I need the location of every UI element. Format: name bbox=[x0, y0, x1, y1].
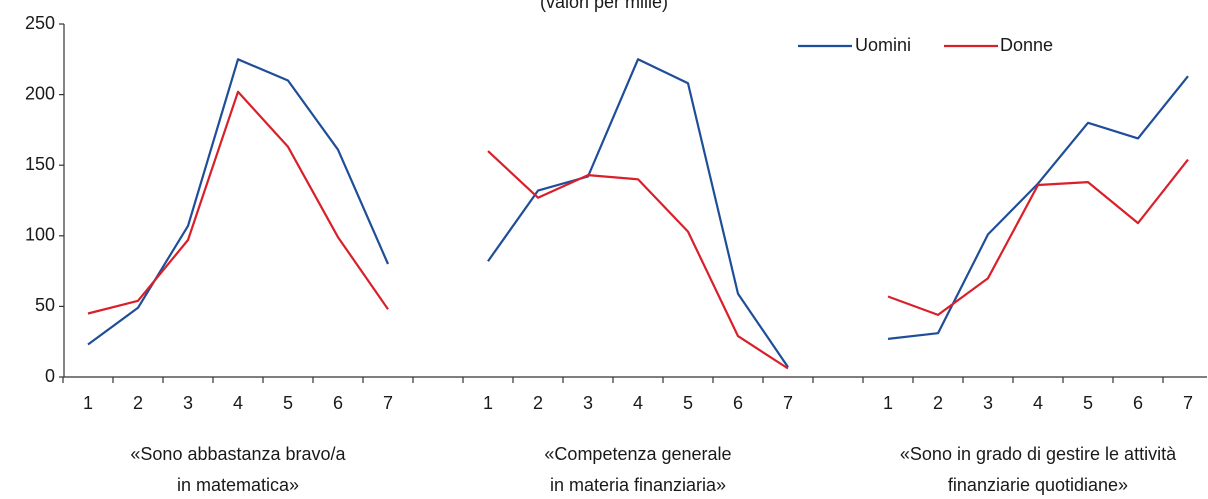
series-line-uomini bbox=[887, 75, 1189, 340]
y-tick-label: 50 bbox=[35, 295, 55, 315]
chart-title: (valori per mille) bbox=[540, 0, 668, 12]
x-tick-label: 7 bbox=[783, 393, 793, 413]
x-tick-label: 6 bbox=[733, 393, 743, 413]
group-label: finanziarie quotidiane» bbox=[948, 475, 1128, 495]
x-tick-label: 3 bbox=[583, 393, 593, 413]
y-tick-label: 0 bbox=[45, 366, 55, 386]
series-line-donne bbox=[887, 158, 1189, 316]
x-tick-label: 1 bbox=[483, 393, 493, 413]
x-tick-label: 4 bbox=[633, 393, 643, 413]
legend: Uomini Donne bbox=[798, 35, 1053, 55]
x-tick-label: 5 bbox=[1083, 393, 1093, 413]
group-label: in materia finanziaria» bbox=[550, 475, 726, 495]
x-tick-label: 7 bbox=[1183, 393, 1193, 413]
x-tick-label: 4 bbox=[233, 393, 243, 413]
group-label: «Sono abbastanza bravo/a bbox=[130, 444, 346, 464]
x-tick-label: 7 bbox=[383, 393, 393, 413]
x-tick-label: 6 bbox=[1133, 393, 1143, 413]
x-tick-label: 1 bbox=[883, 393, 893, 413]
axes: 0 50 100 150 200 250 bbox=[25, 13, 1207, 386]
x-tick-label: 1 bbox=[83, 393, 93, 413]
legend-label-donne: Donne bbox=[1000, 35, 1053, 55]
y-tick-label: 200 bbox=[25, 83, 55, 103]
series-line-donne bbox=[87, 90, 389, 315]
series-line-uomini bbox=[87, 58, 390, 346]
x-tick-label: 3 bbox=[183, 393, 193, 413]
x-tick-label: 3 bbox=[983, 393, 993, 413]
x-tick-label: 2 bbox=[533, 393, 543, 413]
x-tick-label: 6 bbox=[333, 393, 343, 413]
group-label: «Sono in grado di gestire le attività bbox=[900, 444, 1177, 464]
x-tick-label: 2 bbox=[133, 393, 143, 413]
group-label: in matematica» bbox=[177, 475, 299, 495]
legend-label-uomini: Uomini bbox=[855, 35, 911, 55]
series-layer bbox=[87, 58, 1189, 370]
x-tick-label: 4 bbox=[1033, 393, 1043, 413]
x-tick-label: 5 bbox=[683, 393, 693, 413]
y-tick-label: 150 bbox=[25, 154, 55, 174]
group-labels: 1 2 3 4 5 6 7 «Sono abbastanza bravo/a in matema… bbox=[83, 393, 1193, 495]
x-tick-label: 2 bbox=[933, 393, 943, 413]
x-tick-label: 5 bbox=[283, 393, 293, 413]
y-tick-label: 250 bbox=[25, 13, 55, 33]
series-line-donne bbox=[487, 150, 789, 370]
series-line-uomini bbox=[487, 58, 789, 368]
y-tick-label: 100 bbox=[25, 225, 55, 245]
group-label: «Competenza generale bbox=[544, 444, 731, 464]
